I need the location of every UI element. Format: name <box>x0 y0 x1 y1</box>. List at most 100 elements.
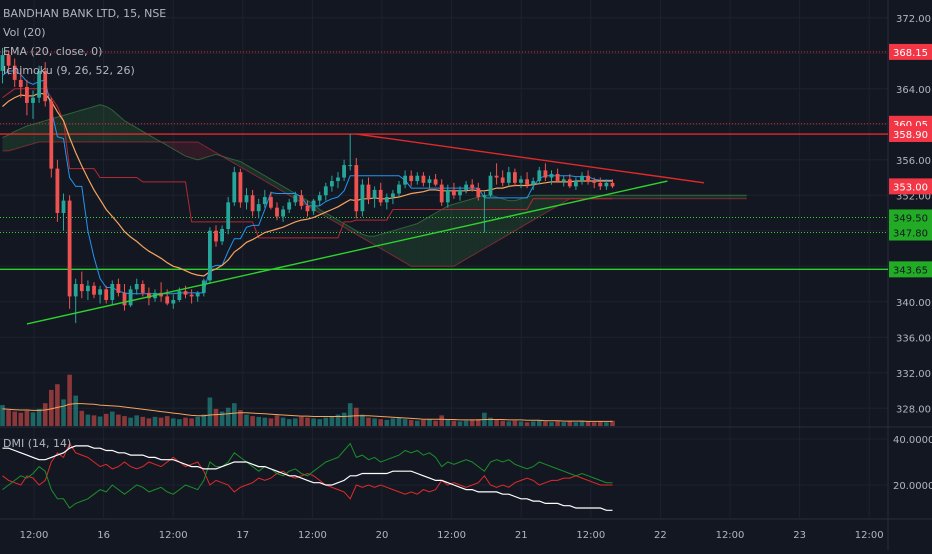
price-badge-label: 343.65 <box>893 265 928 276</box>
cloud-segment <box>222 156 229 160</box>
candle-body <box>452 189 456 196</box>
time-tick-label: 12:00 <box>20 530 49 541</box>
ichimoku-span-a <box>2 104 747 237</box>
volume-bar <box>122 416 127 426</box>
price-tick-label: 336.00 <box>896 333 931 344</box>
volume-bar <box>518 421 524 426</box>
candle-body <box>354 165 359 212</box>
volume-bar <box>73 395 78 426</box>
candle-body <box>409 175 414 182</box>
candle-body <box>317 195 322 201</box>
volume-bar <box>610 420 615 426</box>
candle-body <box>98 289 102 295</box>
cloud-segment <box>460 200 467 263</box>
price-badge <box>889 224 932 241</box>
cloud-segment <box>148 134 155 142</box>
candle-body <box>336 177 340 182</box>
price-badge-label: 358.90 <box>893 130 928 141</box>
cloud-segment <box>325 213 332 221</box>
volume-bar <box>500 420 505 426</box>
price-tick-label: 340.00 <box>896 298 931 309</box>
dmi-pane <box>0 438 888 511</box>
cloud-segment <box>258 172 265 182</box>
candle-body <box>458 189 462 196</box>
price-badge-label: 353.00 <box>893 182 928 193</box>
candle-body <box>500 177 505 183</box>
cloud-segment <box>575 195 582 199</box>
candle-body <box>433 179 438 185</box>
cloud-segment <box>161 142 168 146</box>
cloud-segment <box>33 122 40 144</box>
candle-body <box>494 175 499 178</box>
candle-body <box>580 175 584 182</box>
volume-bar <box>360 414 365 426</box>
volume-bar <box>158 417 164 426</box>
cloud-segment <box>252 168 259 178</box>
candles[interactable] <box>0 47 615 324</box>
cloud-segment <box>612 195 619 199</box>
time-tick-label: 23 <box>793 530 806 541</box>
candle-body <box>79 284 84 292</box>
volume-bar <box>305 417 310 426</box>
volume-bar <box>238 410 243 426</box>
time-tick-label: 17 <box>236 530 249 541</box>
candle-body <box>287 202 292 210</box>
volume-bar <box>573 422 579 426</box>
ichimoku-base-line <box>2 88 613 239</box>
cloud-segment <box>203 145 210 158</box>
cloud-segment <box>423 216 430 267</box>
volume-bar <box>311 418 316 426</box>
cloud-segment <box>136 127 143 142</box>
cloud-segment <box>185 142 192 158</box>
volume-bar <box>469 419 475 426</box>
cloud-segment <box>228 157 235 164</box>
candle-body <box>513 172 517 183</box>
volume-bar <box>280 417 286 426</box>
candle-body <box>488 175 493 196</box>
candle-body <box>366 184 371 199</box>
candle-body <box>6 55 11 66</box>
volume-bar <box>256 416 261 426</box>
volume-bar <box>183 417 188 426</box>
candle-body <box>208 230 212 281</box>
cloud-segment <box>173 142 180 153</box>
volume-bar <box>0 405 5 426</box>
cloud-segment <box>100 104 107 142</box>
candle-body <box>0 55 5 71</box>
ichimoku-span-b <box>2 141 747 267</box>
candle-body <box>330 181 334 187</box>
candle-body <box>598 182 603 187</box>
candle-body <box>531 181 536 185</box>
price-tick-label: 364.00 <box>896 85 931 96</box>
cloud-segment <box>557 195 564 206</box>
cloud-segment <box>362 234 369 242</box>
candle-body <box>250 195 255 212</box>
volume-bar <box>110 411 115 426</box>
cloud-segment <box>618 195 625 199</box>
price-badge <box>889 261 932 278</box>
cloud-segment <box>521 197 528 228</box>
time-tick-label: 12:00 <box>437 530 466 541</box>
cloud-segment <box>582 195 589 199</box>
candle-body <box>592 181 597 183</box>
candle-body <box>384 197 389 203</box>
price-tick-label: 352.00 <box>896 191 931 202</box>
candle-body <box>360 184 365 212</box>
volume-bar <box>396 417 402 426</box>
volume-bar <box>561 422 566 426</box>
cloud-segment <box>472 197 479 256</box>
trendlines[interactable] <box>26 133 705 325</box>
volume-bar <box>598 421 603 426</box>
cloud-segment <box>649 195 656 199</box>
candle-body <box>116 284 121 293</box>
cloud-segment <box>380 232 387 253</box>
candle-body <box>610 182 615 187</box>
candle-body <box>543 170 548 178</box>
volume-bar <box>18 412 24 426</box>
candle-body <box>61 200 66 213</box>
volume-bar <box>134 415 139 426</box>
cloud-segment <box>399 227 406 263</box>
